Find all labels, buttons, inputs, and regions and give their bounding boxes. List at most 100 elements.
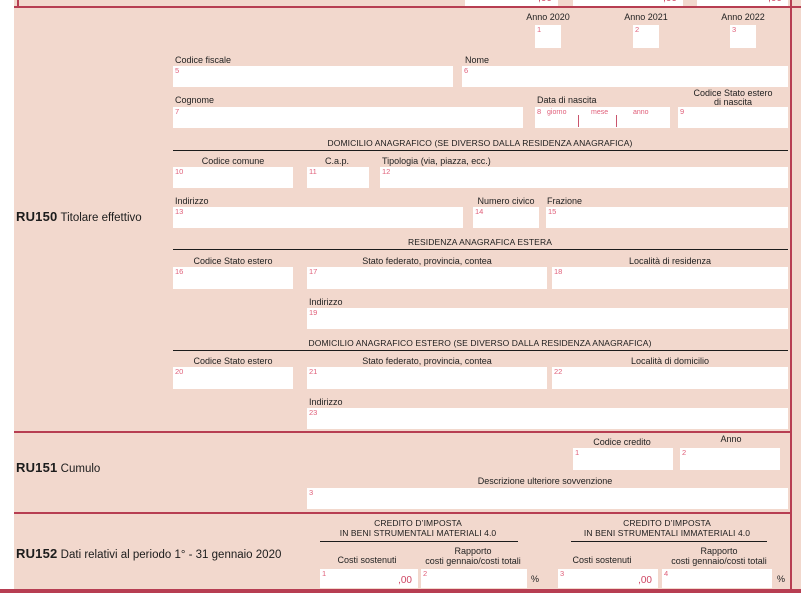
field-descrizione-sovvenzione[interactable]: 3 [307, 488, 788, 509]
data-nascita-label: Data di nascita [537, 95, 597, 105]
field-number: 18 [554, 267, 563, 276]
field-cap[interactable]: 11 [307, 167, 369, 188]
indirizzo-domicilio-label: Indirizzo [309, 397, 343, 407]
rapporto-label-1a: Rapporto [454, 546, 492, 556]
field-number: 8 [537, 107, 542, 116]
indirizzo-label: Indirizzo [175, 196, 209, 206]
bottom-rule [0, 589, 801, 593]
domicilio-estero-header: DOMICILIO ANAGRAFICO ESTERO (SE DIVERSO … [308, 338, 652, 348]
field-data-nascita[interactable]: 8 giorno mese anno [535, 107, 670, 128]
date-divider [578, 115, 579, 127]
ru151-row-title: RU151 Cumulo [16, 460, 100, 475]
frazione-label: Frazione [547, 196, 583, 206]
section-divider-top [14, 6, 801, 8]
anno-2020-label: Anno 2020 [526, 12, 570, 22]
field-localita-residenza[interactable]: 18 [552, 267, 788, 289]
anno-2022-label: Anno 2022 [721, 12, 765, 22]
field-number: 20 [175, 367, 184, 376]
codice-credito-label: Codice credito [593, 437, 651, 447]
field-indirizzo-domicilio-estero[interactable]: 23 [307, 408, 788, 429]
field-frazione[interactable]: 15 [546, 207, 788, 228]
field-prev-amount-1[interactable]: ,00 [465, 0, 558, 6]
field-rapporto-materiali[interactable]: 2 [421, 569, 527, 588]
field-numero-civico[interactable]: 14 [473, 207, 539, 228]
field-rapporto-immateriali[interactable]: 4 [662, 569, 772, 588]
amount-suffix: ,00 [663, 0, 677, 4]
codice-stato-estero-label: Codice Stato estero [193, 256, 273, 266]
stato-nascita-label-line2: di nascita [713, 97, 753, 107]
field-nome[interactable]: 6 [462, 66, 788, 87]
field-localita-domicilio[interactable]: 22 [552, 367, 788, 389]
field-number: 1 [575, 448, 580, 457]
field-anno-cumulo[interactable]: 2 [680, 448, 780, 470]
ru152-title: Dati relativi al periodo 1° - 31 gennaio… [60, 549, 282, 561]
ru151-title: Cumulo [60, 463, 101, 475]
left-border-stub [17, 0, 19, 7]
field-cognome[interactable]: 7 [173, 107, 523, 128]
descrizione-label: Descrizione ulteriore sovvenzione [477, 476, 613, 486]
ru150-code: RU150 [16, 209, 58, 224]
ru152-code: RU152 [16, 546, 58, 561]
field-number: 16 [175, 267, 184, 276]
field-number: 2 [423, 569, 428, 578]
field-indirizzo[interactable]: 13 [173, 207, 463, 228]
field-number: 7 [175, 107, 180, 116]
cap-label: C.a.p. [324, 156, 350, 166]
cognome-label: Cognome [175, 95, 215, 105]
domicilio-header: DOMICILIO ANAGRAFICO (SE DIVERSO DALLA R… [327, 138, 633, 148]
anno-2021-label: Anno 2021 [624, 12, 668, 22]
rapporto-label-2a: Rapporto [700, 546, 738, 556]
mese-sublabel: mese [591, 109, 609, 116]
date-divider [616, 115, 617, 127]
field-stato-nascita[interactable]: 9 [678, 107, 788, 128]
field-prev-amount-3[interactable]: ,00 [697, 0, 788, 6]
amount-suffix: ,00 [538, 0, 552, 4]
amount-suffix: ,00 [638, 575, 652, 586]
rapporto-label-2b: costi gennaio/costi totali [671, 556, 767, 566]
field-costi-immateriali[interactable]: 3 ,00 [558, 569, 658, 588]
field-number: 2 [635, 25, 640, 34]
credito-materiali-header-1: CREDITO D’IMPOSTA [374, 518, 462, 528]
field-anno-2022[interactable]: 3 [730, 25, 756, 48]
right-border [790, 0, 792, 589]
field-number: 10 [175, 167, 184, 176]
field-codice-credito[interactable]: 1 [573, 448, 673, 470]
field-stato-federato-domicilio[interactable]: 21 [307, 367, 547, 389]
nome-label: Nome [465, 55, 490, 65]
field-costi-materiali[interactable]: 1 ,00 [320, 569, 418, 588]
localita-domicilio-label: Località di domicilio [630, 356, 710, 366]
credito-immateriali-header-1: CREDITO D’IMPOSTA [623, 518, 711, 528]
field-number: 13 [175, 207, 184, 216]
field-number: 21 [309, 367, 318, 376]
field-codice-fiscale[interactable]: 5 [173, 66, 453, 87]
credito-materiali-header-2: IN BENI STRUMENTALI MATERIALI 4.0 [339, 528, 497, 538]
field-number: 23 [309, 408, 318, 417]
field-prev-amount-2[interactable]: ,00 [573, 0, 683, 6]
tipologia-label: Tipologia (via, piazza, ecc.) [382, 156, 491, 166]
field-number: 14 [475, 207, 484, 216]
field-indirizzo-residenza-estera[interactable]: 19 [307, 308, 788, 329]
stato-federato-label: Stato federato, provincia, contea [362, 256, 492, 266]
field-anno-2020[interactable]: 1 [535, 25, 561, 48]
field-tipologia[interactable]: 12 [380, 167, 788, 188]
stato-nascita-label-line1: Codice Stato estero [693, 88, 773, 98]
stato-federato-domicilio-label: Stato federato, provincia, contea [362, 356, 492, 366]
credito-immateriali-header-2: IN BENI STRUMENTALI IMMATERIALI 4.0 [583, 528, 751, 538]
rapporto-label-1b: costi gennaio/costi totali [425, 556, 521, 566]
ru151-code: RU151 [16, 460, 58, 475]
field-codice-stato-estero-residenza[interactable]: 16 [173, 267, 293, 289]
numero-civico-label: Numero civico [477, 196, 535, 206]
giorno-sublabel: giorno [547, 109, 567, 116]
field-stato-federato-residenza[interactable]: 17 [307, 267, 547, 289]
field-number: 5 [175, 66, 180, 75]
field-number: 9 [680, 107, 685, 116]
domicilio-estero-underline [173, 350, 788, 351]
field-number: 3 [309, 488, 314, 497]
field-number: 4 [664, 569, 669, 578]
field-codice-comune[interactable]: 10 [173, 167, 293, 188]
field-anno-2021[interactable]: 2 [633, 25, 659, 48]
codice-comune-label: Codice comune [201, 156, 265, 166]
ru150-row-title: RU150 Titolare effettivo [16, 209, 142, 224]
field-codice-stato-domicilio[interactable]: 20 [173, 367, 293, 389]
section-divider-ru152 [14, 512, 790, 514]
